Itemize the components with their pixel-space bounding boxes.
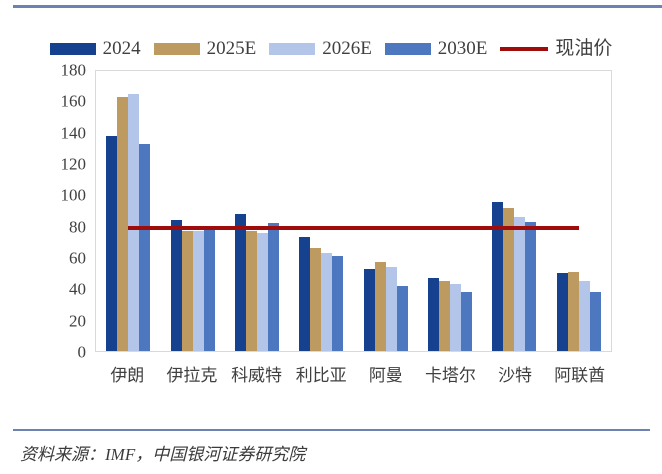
bar-2024-伊拉克 <box>170 220 182 351</box>
bar-2026E-伊朗 <box>128 94 140 351</box>
y-tick-label: 40 <box>69 279 86 299</box>
legend-swatch-icon <box>384 42 431 55</box>
bar-2025E-阿联酋 <box>567 271 579 351</box>
y-tick-label: 160 <box>60 91 87 111</box>
bar-2024-科威特 <box>234 214 246 351</box>
x-axis: 伊朗 伊拉克 科威特 利比亚 阿曼 卡塔尔 沙特 阿联酋 <box>95 366 612 386</box>
y-axis: 180 160 140 120 100 80 60 40 20 0 <box>0 62 87 361</box>
bar-2030E-阿联酋 <box>589 291 601 351</box>
bar-2025E-沙特 <box>503 207 515 351</box>
bar-groups <box>96 71 611 351</box>
legend-item-2024: 2024 <box>49 38 141 59</box>
bar-2025E-伊朗 <box>117 97 129 351</box>
chart-legend: 2024 2025E 2026E 2030E 现油价 <box>0 39 662 58</box>
y-tick-label: 60 <box>69 248 86 268</box>
bar-2030E-伊朗 <box>139 144 151 351</box>
bar-2024-利比亚 <box>299 237 311 351</box>
legend-item-2026E: 2026E <box>269 39 372 58</box>
x-label-伊拉克: 伊拉克 <box>166 366 218 385</box>
bar-2025E-阿曼 <box>374 262 386 351</box>
bar-2030E-卡塔尔 <box>461 291 473 351</box>
top-divider <box>13 5 662 8</box>
bar-2024-阿联酋 <box>556 273 568 351</box>
y-tick-label: 180 <box>60 60 87 80</box>
bar-2025E-卡塔尔 <box>439 281 451 351</box>
x-label-沙特: 沙特 <box>498 366 533 385</box>
bar-2026E-卡塔尔 <box>450 284 462 351</box>
x-label-科威特: 科威特 <box>231 366 283 385</box>
bar-2030E-伊拉克 <box>203 229 215 351</box>
legend-label: 2030E <box>437 38 488 59</box>
bar-group-伊朗 <box>106 71 151 351</box>
bar-group-阿曼 <box>363 71 408 351</box>
bar-group-伊拉克 <box>170 71 215 351</box>
bar-group-阿联酋 <box>556 71 601 351</box>
legend-label: 2026E <box>322 38 372 59</box>
source-note: 资料来源：IMF，中国银河证券研究院 <box>20 445 306 464</box>
x-label-阿联酋: 阿联酋 <box>554 366 606 385</box>
legend-swatch-icon <box>49 42 96 55</box>
bar-group-沙特 <box>492 71 537 351</box>
legend-swatch-icon <box>269 42 316 55</box>
legend-item-2025E: 2025E <box>153 38 257 59</box>
x-label-利比亚: 利比亚 <box>295 366 347 385</box>
bar-2030E-阿曼 <box>396 285 408 351</box>
legend-item-2030E: 2030E <box>384 38 488 59</box>
bar-2024-沙特 <box>492 201 504 351</box>
y-tick-label: 140 <box>60 123 87 143</box>
x-label-阿曼: 阿曼 <box>368 366 403 385</box>
bar-2026E-阿曼 <box>385 267 397 351</box>
legend-line-icon <box>500 46 549 51</box>
bar-2025E-伊拉克 <box>181 231 193 351</box>
bar-2030E-利比亚 <box>332 256 344 351</box>
oil-price-line <box>128 226 579 231</box>
bar-2026E-利比亚 <box>321 253 333 351</box>
bar-2024-卡塔尔 <box>428 277 440 351</box>
bar-2026E-阿联酋 <box>578 281 590 351</box>
x-label-伊朗: 伊朗 <box>110 366 145 385</box>
bar-2025E-科威特 <box>245 231 257 351</box>
bar-2024-伊朗 <box>106 136 118 351</box>
x-label-卡塔尔: 卡塔尔 <box>424 366 476 385</box>
legend-label: 2024 <box>102 38 141 59</box>
bar-2030E-科威特 <box>267 223 279 351</box>
y-tick-label: 120 <box>60 154 87 174</box>
bar-2026E-科威特 <box>256 232 268 351</box>
bar-2025E-利比亚 <box>310 248 322 351</box>
bar-group-卡塔尔 <box>428 71 473 351</box>
footer-divider <box>13 429 650 431</box>
legend-label: 2025E <box>206 38 257 59</box>
y-tick-label: 20 <box>69 311 86 331</box>
y-tick-label: 0 <box>77 342 87 362</box>
legend-swatch-icon <box>153 42 200 55</box>
bar-group-科威特 <box>234 71 279 351</box>
legend-label: 现油价 <box>555 38 613 59</box>
bar-2030E-沙特 <box>525 221 537 351</box>
bar-2026E-伊拉克 <box>192 231 204 351</box>
bar-2026E-沙特 <box>514 217 526 351</box>
y-tick-label: 80 <box>69 217 86 237</box>
bar-2024-阿曼 <box>363 268 375 351</box>
plot-area <box>95 70 612 352</box>
legend-item-oil-price: 现油价 <box>500 39 612 58</box>
bar-group-利比亚 <box>299 71 344 351</box>
y-tick-label: 100 <box>60 185 87 205</box>
